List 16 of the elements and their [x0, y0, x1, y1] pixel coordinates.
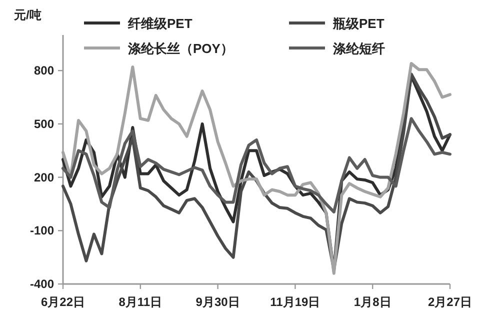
x-tick-label: 11月19日	[270, 295, 320, 309]
x-tick-label: 9月30日	[196, 295, 240, 309]
y-tick-label: 500	[34, 116, 54, 131]
x-tick-label: 8月11日	[118, 295, 162, 309]
x-tick-label: 1月8日	[354, 295, 392, 309]
x-tick-label: 2月27日	[428, 295, 472, 309]
y-tick-label: 200	[34, 170, 54, 184]
y-tick-label: -400	[30, 277, 54, 291]
y-tick-label: 800	[34, 64, 54, 78]
x-tick-label: 6月22日	[40, 295, 86, 309]
legend-label: 涤纶长丝（POY）	[127, 41, 234, 56]
legend-label: 瓶级PET	[332, 16, 384, 31]
y-axis-title: 元/吨	[13, 8, 42, 22]
legend-label: 纤维级PET	[127, 16, 192, 31]
legend-label: 涤纶短纤	[332, 41, 385, 56]
y-tick-label: -100	[30, 224, 54, 238]
